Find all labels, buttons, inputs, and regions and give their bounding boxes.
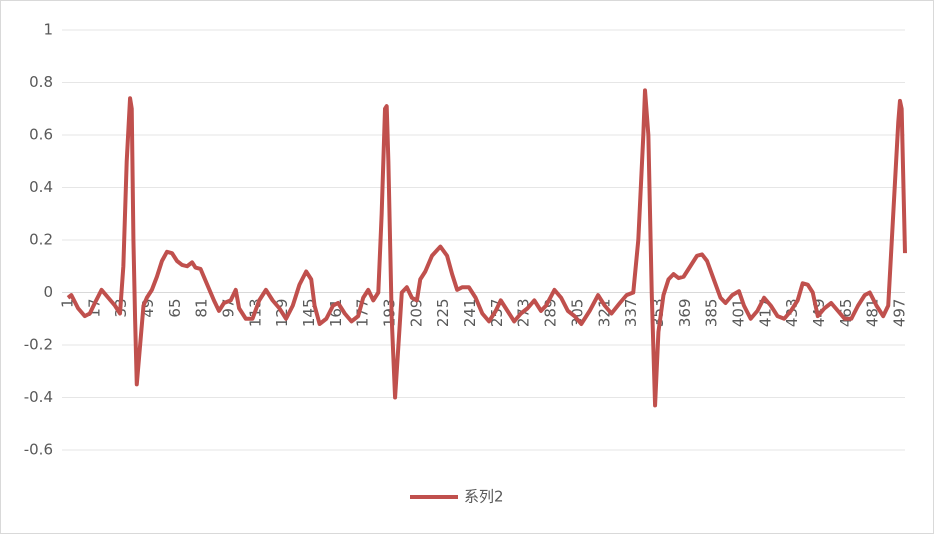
y-tick-label: -0.6 <box>24 441 53 459</box>
x-tick-label: 177 <box>354 299 372 328</box>
x-tick-label: 321 <box>595 299 613 328</box>
y-tick-label: -0.2 <box>24 336 53 354</box>
x-tick-label: 209 <box>407 299 425 328</box>
y-tick-label: 0 <box>43 283 53 301</box>
x-tick-label: 385 <box>703 299 721 328</box>
y-tick-label: 0.8 <box>29 73 53 91</box>
x-tick-label: 65 <box>166 299 184 318</box>
x-tick-label: 497 <box>890 299 908 328</box>
y-tick-label: 0.6 <box>29 126 53 144</box>
y-tick-label: 1 <box>43 21 53 39</box>
y-tick-label: 0.4 <box>29 178 53 196</box>
x-tick-label: 81 <box>193 299 211 318</box>
y-tick-label: -0.4 <box>24 388 53 406</box>
x-tick-label: 369 <box>676 299 694 328</box>
x-tick-label: 289 <box>542 299 560 328</box>
x-tick-label: 225 <box>434 299 452 328</box>
series-line <box>66 88 907 408</box>
x-tick-label: 417 <box>756 299 774 328</box>
x-tick-label: 241 <box>461 299 479 328</box>
x-tick-label: 337 <box>622 299 640 328</box>
legend-label: 系列2 <box>464 488 504 506</box>
y-tick-label: 0.2 <box>29 231 53 249</box>
x-tick-label: 257 <box>488 299 506 328</box>
x-tick-label: 193 <box>381 299 399 328</box>
x-tick-label: 1 <box>59 299 77 309</box>
